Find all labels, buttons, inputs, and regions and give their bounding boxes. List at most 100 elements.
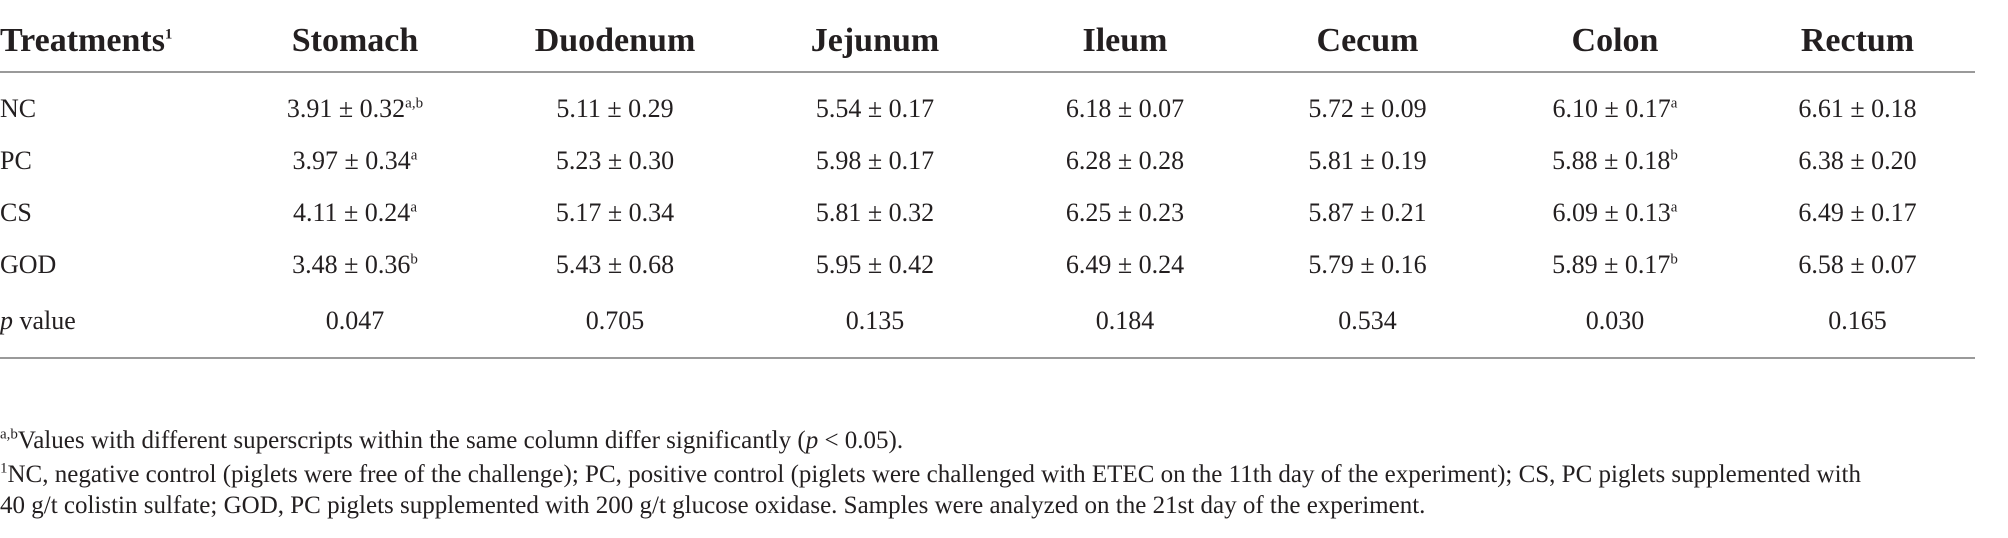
cell-value: 3.48 ± 0.36 bbox=[292, 250, 411, 279]
column-header: Cecum bbox=[1245, 10, 1490, 73]
table-cell: 0.705 bbox=[485, 291, 745, 359]
footnote-text: NC, negative control (piglets were free … bbox=[7, 461, 1861, 488]
column-header-label: Ileum bbox=[1082, 21, 1168, 59]
table-cell: 5.98 ± 0.17 bbox=[745, 135, 1005, 187]
table-cell: 5.88 ± 0.18b bbox=[1490, 135, 1740, 187]
row-label: PC bbox=[0, 135, 225, 187]
column-header-label: Colon bbox=[1571, 21, 1659, 59]
header-superscript: 1 bbox=[164, 26, 173, 43]
footnote-text: < 0.05). bbox=[818, 427, 904, 454]
cell-superscript: b bbox=[1670, 147, 1678, 164]
cell-value: 6.49 ± 0.24 bbox=[1065, 250, 1185, 279]
cell-value: 5.81 ± 0.32 bbox=[815, 198, 935, 227]
table-cell: 5.81 ± 0.32 bbox=[745, 187, 1005, 239]
table-cell: 6.49 ± 0.17 bbox=[1740, 187, 1975, 239]
row-label-text: NC bbox=[0, 94, 37, 123]
column-header: Ileum bbox=[1005, 10, 1245, 73]
cell-value: 6.10 ± 0.17 bbox=[1552, 94, 1671, 123]
data-table: Treatments1 Stomach Duodenum Jejunum Ileum Ce… bbox=[0, 10, 1975, 359]
table-cell: 6.09 ± 0.13a bbox=[1490, 187, 1740, 239]
table-cell: 6.49 ± 0.24 bbox=[1005, 239, 1245, 291]
table-row: PC 3.97 ± 0.34a 5.23 ± 0.30 5.98 ± 0.17 6.28… bbox=[0, 135, 1975, 187]
column-header-label: Jejunum bbox=[810, 21, 940, 59]
footnotes: a,bValues with different superscripts wi… bbox=[0, 425, 1990, 524]
cell-superscript: a bbox=[410, 147, 418, 164]
cell-value: 5.88 ± 0.18 bbox=[1552, 146, 1671, 175]
cell-superscript: a bbox=[410, 199, 417, 216]
table-cell: 6.25 ± 0.23 bbox=[1005, 187, 1245, 239]
cell-value: 6.61 ± 0.18 bbox=[1798, 94, 1917, 123]
cell-superscript: a bbox=[1670, 95, 1678, 112]
cell-value: 5.79 ± 0.16 bbox=[1308, 250, 1427, 279]
cell-value: 0.184 bbox=[1095, 306, 1155, 335]
column-header-label: Treatments bbox=[0, 21, 165, 59]
cell-value: 5.11 ± 0.29 bbox=[556, 94, 674, 123]
column-header-label: Stomach bbox=[291, 21, 419, 59]
footnote-text: 40 g/t colistin sulfate; GOD, PC piglets… bbox=[0, 492, 1426, 519]
table-cell: 5.72 ± 0.09 bbox=[1245, 72, 1490, 135]
cell-value: 5.89 ± 0.17 bbox=[1552, 250, 1671, 279]
row-label-italic: p bbox=[0, 306, 13, 335]
table-row: p value 0.047 0.705 0.135 0.184 0.534 0.030 0.1… bbox=[0, 291, 1975, 359]
row-label: p value bbox=[0, 291, 225, 359]
table-cell: 6.18 ± 0.07 bbox=[1005, 72, 1245, 135]
footnote-abbreviations: 1NC, negative control (piglets were free… bbox=[0, 459, 1990, 521]
table-header: Treatments1 Stomach Duodenum Jejunum Ileum Ce… bbox=[0, 10, 1975, 73]
cell-value: 6.18 ± 0.07 bbox=[1065, 94, 1185, 123]
cell-value: 5.17 ± 0.34 bbox=[555, 198, 675, 227]
table-cell: 5.89 ± 0.17b bbox=[1490, 239, 1740, 291]
header-row: Treatments1 Stomach Duodenum Jejunum Ileum Ce… bbox=[0, 10, 1975, 73]
cell-superscript: b bbox=[1670, 251, 1678, 268]
column-header: Stomach bbox=[225, 10, 485, 73]
cell-superscript: a bbox=[1670, 199, 1678, 216]
table-cell: 0.165 bbox=[1740, 291, 1975, 359]
cell-value: 3.97 ± 0.34 bbox=[292, 146, 411, 175]
cell-value: 6.25 ± 0.23 bbox=[1065, 198, 1185, 227]
cell-value: 4.11 ± 0.24 bbox=[293, 198, 411, 227]
table-cell: 6.10 ± 0.17a bbox=[1490, 72, 1740, 135]
table-cell: 5.17 ± 0.34 bbox=[485, 187, 745, 239]
column-header: Jejunum bbox=[745, 10, 1005, 73]
table-row: CS 4.11 ± 0.24a 5.17 ± 0.34 5.81 ± 0.32 6.25… bbox=[0, 187, 1975, 239]
cell-value: 5.23 ± 0.30 bbox=[555, 146, 675, 175]
table-cell: 6.61 ± 0.18 bbox=[1740, 72, 1975, 135]
cell-value: 0.534 bbox=[1338, 306, 1397, 335]
cell-value: 6.58 ± 0.07 bbox=[1798, 250, 1917, 279]
table-row: GOD 3.48 ± 0.36 b 5.43 ± 0.68 5.95 ± 0.42 6.4… bbox=[0, 239, 1975, 291]
row-label-text: value bbox=[13, 306, 76, 335]
table-cell: 0.030 bbox=[1490, 291, 1740, 359]
cell-value: 5.72 ± 0.09 bbox=[1308, 94, 1427, 123]
cell-value: 5.95 ± 0.42 bbox=[815, 250, 935, 279]
row-label-text: GOD bbox=[0, 250, 57, 279]
table-cell: 6.58 ± 0.07 bbox=[1740, 239, 1975, 291]
cell-superscript: a,b bbox=[405, 95, 424, 112]
table-cell: 5.81 ± 0.19 bbox=[1245, 135, 1490, 187]
row-label: NC bbox=[0, 72, 225, 135]
table-cell: 0.184 bbox=[1005, 291, 1245, 359]
row-label-text: CS bbox=[0, 198, 32, 227]
table-row: NC 3.91 ± 0.32a,b 5.11 ± 0.29 5.54 ± 0.17 6.… bbox=[0, 72, 1975, 135]
table-cell: 3.97 ± 0.34a bbox=[225, 135, 485, 187]
row-label: CS bbox=[0, 187, 225, 239]
table-cell: 0.135 bbox=[745, 291, 1005, 359]
table-cell: 5.23 ± 0.30 bbox=[485, 135, 745, 187]
column-header: Colon bbox=[1490, 10, 1740, 73]
row-label: GOD bbox=[0, 239, 225, 291]
column-header-treatments: Treatments1 bbox=[0, 10, 225, 73]
cell-value: 5.87 ± 0.21 bbox=[1308, 198, 1427, 227]
cell-value: 6.28 ± 0.28 bbox=[1065, 146, 1185, 175]
table-cell: 5.79 ± 0.16 bbox=[1245, 239, 1490, 291]
footnote-marker: 1 bbox=[0, 460, 8, 477]
table-cell: 6.38 ± 0.20 bbox=[1740, 135, 1975, 187]
cell-value: 0.705 bbox=[585, 306, 645, 335]
cell-value: 5.54 ± 0.17 bbox=[815, 94, 935, 123]
table-cell: 5.87 ± 0.21 bbox=[1245, 187, 1490, 239]
cell-value: 5.43 ± 0.68 bbox=[555, 250, 675, 279]
column-header-label: Rectum bbox=[1800, 21, 1915, 59]
footnote-significance: a,bValues with different superscripts wi… bbox=[0, 425, 1990, 456]
cell-value: 6.38 ± 0.20 bbox=[1798, 146, 1917, 175]
cell-value: 0.047 bbox=[325, 306, 385, 335]
cell-value: 6.49 ± 0.17 bbox=[1798, 198, 1917, 227]
cell-value: 0.165 bbox=[1828, 306, 1887, 335]
cell-value: 0.030 bbox=[1585, 306, 1645, 335]
